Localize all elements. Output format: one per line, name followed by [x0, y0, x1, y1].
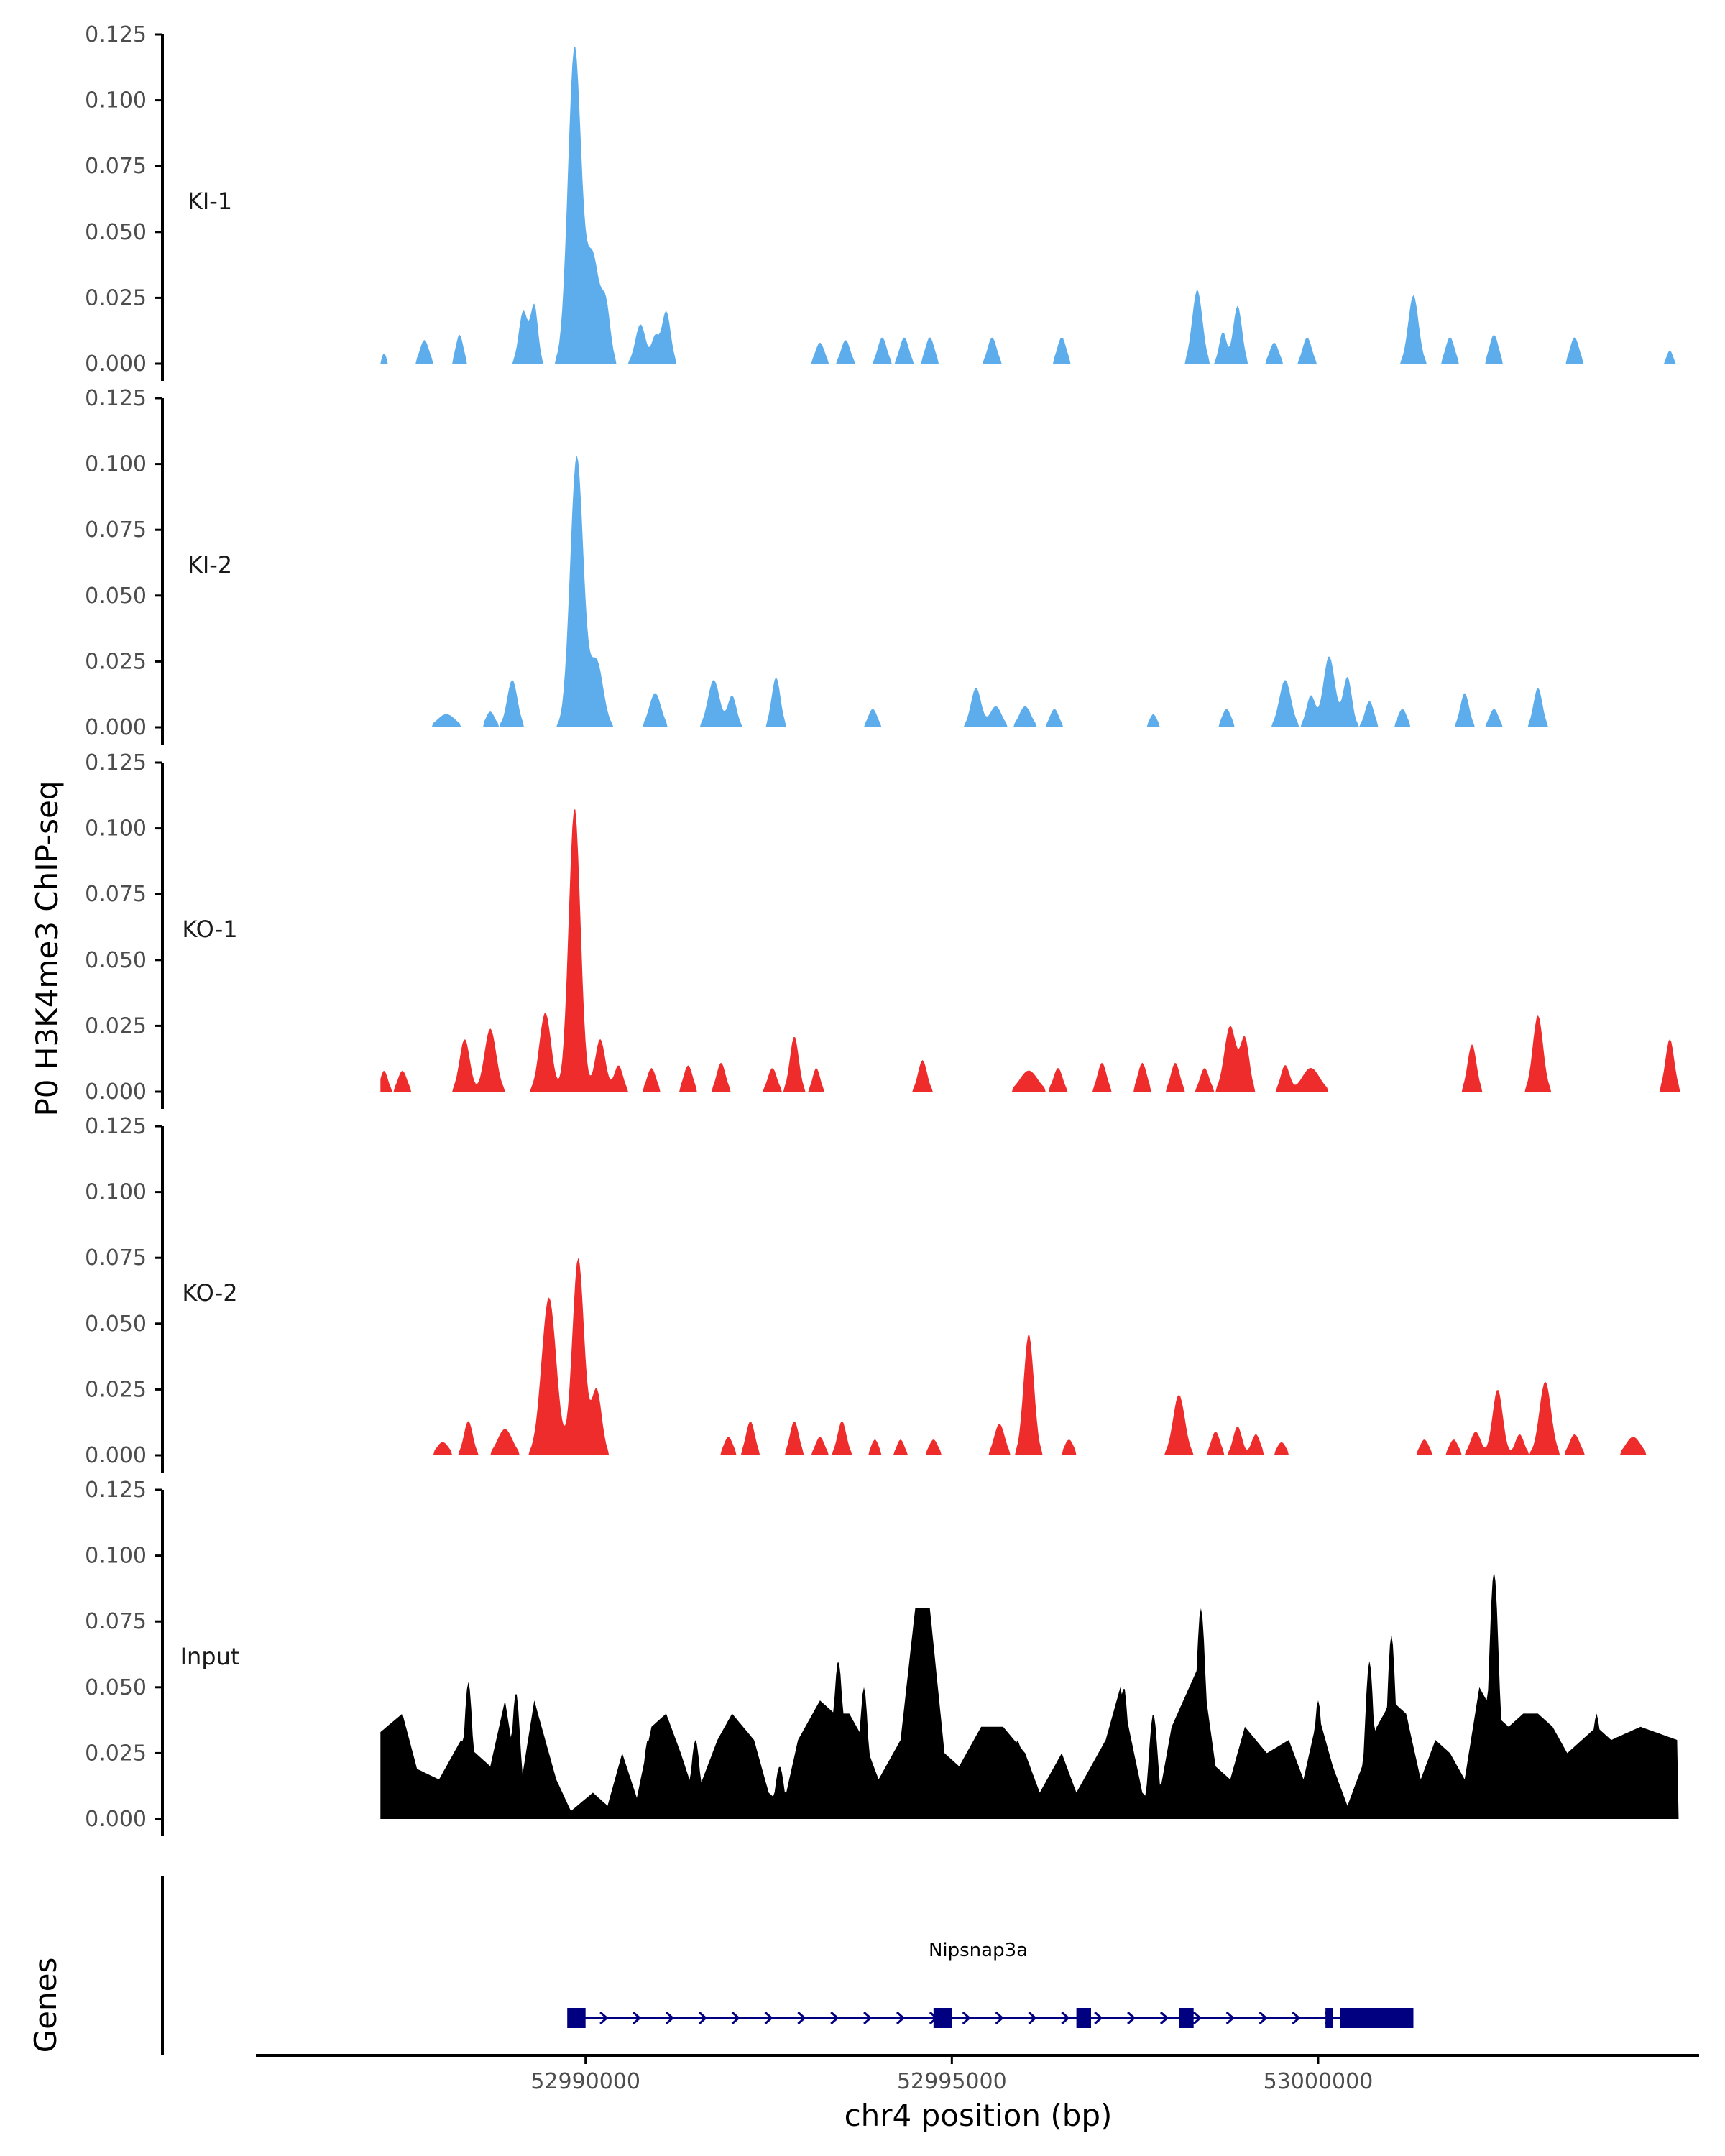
signal-area: [380, 46, 1681, 364]
y-tick-label: 0.050: [85, 584, 147, 609]
y-tick-label: 0.025: [85, 649, 147, 674]
y-tick-label: 0.025: [85, 1013, 147, 1038]
strand-arrow: [962, 2011, 971, 2025]
strand-arrow: [632, 2011, 642, 2025]
strand-arrow: [1292, 2011, 1301, 2025]
y-tick-label: 0.075: [85, 1245, 147, 1271]
signal-tracks: 0.0000.0250.0500.0750.1000.125KI-10.0000…: [85, 22, 1681, 1836]
y-tick-label: 0.025: [85, 285, 147, 310]
track-ko-2: 0.000 0.025 0.050 0.075 0.100 0.125 KO-2: [85, 1114, 1681, 1473]
strand-arrow: [599, 2011, 609, 2025]
y-tick-label: 0.075: [85, 517, 147, 543]
y-tick-label: 0.050: [85, 220, 147, 245]
y-tick-label: 0.125: [85, 22, 147, 47]
gene-exon: [1325, 2008, 1333, 2028]
y-tick-label: 0.000: [85, 351, 147, 377]
strand-arrow: [698, 2011, 708, 2025]
track-label: Input: [180, 1643, 240, 1670]
gene-panel: Nipsnap3a 52990000 52995000 53000000: [161, 1876, 1699, 2094]
strand-arrow: [896, 2011, 906, 2025]
track-ko-1: 0.000 0.025 0.050 0.075 0.100 0.125 KO-1: [85, 750, 1681, 1109]
signal-area: [424, 1258, 1681, 1455]
y-tick-label: 0.125: [85, 1114, 147, 1139]
y-tick-label: 0.025: [85, 1741, 147, 1766]
signal-area: [380, 809, 1681, 1092]
strand-arrow: [1192, 2011, 1202, 2025]
x-axis-title: chr4 position (bp): [845, 2098, 1113, 2133]
track-label: KI-2: [188, 551, 232, 579]
genes-axis-title: Genes: [28, 1958, 63, 2053]
strand-arrow: [1259, 2011, 1268, 2025]
y-tick-label: 0.000: [85, 1807, 147, 1832]
track-label: KO-1: [182, 916, 237, 943]
y-tick-label: 0.025: [85, 1377, 147, 1402]
strand-arrow: [665, 2011, 675, 2025]
y-tick-label: 0.050: [85, 948, 147, 973]
gene-name-label: Nipsnap3a: [929, 1940, 1028, 1961]
x-axis-ticks: 52990000 52995000 53000000: [530, 2055, 1373, 2094]
x-tick-label: 53000000: [1264, 2069, 1374, 2094]
track-ki-1: 0.000 0.025 0.050 0.075 0.100 0.125 KI-1: [85, 22, 1681, 381]
track-label: KO-2: [182, 1279, 237, 1307]
y-tick-label: 0.075: [85, 1609, 147, 1634]
strand-arrow: [797, 2011, 806, 2025]
strand-arrow: [1159, 2011, 1169, 2025]
y-tick-label: 0.100: [85, 816, 147, 842]
y-tick-label: 0.100: [85, 1180, 147, 1205]
y-tick-label: 0.125: [85, 750, 147, 775]
y-tick-label: 0.125: [85, 1478, 147, 1503]
track-label: KI-1: [188, 188, 232, 215]
y-tick-label: 0.100: [85, 452, 147, 477]
y-tick-label: 0.100: [85, 1544, 147, 1569]
track-ki-2: 0.000 0.025 0.050 0.075 0.100 0.125 KI-2: [85, 386, 1611, 745]
strand-arrow: [1094, 2011, 1103, 2025]
gene-exon: [567, 2008, 586, 2028]
strand-arrow: [863, 2011, 873, 2025]
y-tick-label: 0.050: [85, 1312, 147, 1337]
strand-arrow: [1127, 2011, 1136, 2025]
y-tick-label: 0.000: [85, 1079, 147, 1105]
y-tick-label: 0.075: [85, 154, 147, 179]
x-tick-label: 52995000: [897, 2069, 1007, 2094]
signal-area: [380, 1571, 1681, 1819]
y-tick-label: 0.000: [85, 1443, 147, 1468]
signal-area: [424, 455, 1611, 727]
strand-arrow: [1225, 2011, 1235, 2025]
y-tick-label: 0.100: [85, 88, 147, 114]
x-tick-label: 52990000: [530, 2069, 640, 2094]
strand-arrow: [1061, 2011, 1070, 2025]
y-tick-label: 0.075: [85, 882, 147, 907]
strand-arrow: [830, 2011, 840, 2025]
gene-exon: [933, 2008, 952, 2028]
strand-arrow: [731, 2011, 740, 2025]
track-input: 0.000 0.025 0.050 0.075 0.100 0.125 Input: [85, 1478, 1681, 1836]
strand-arrow: [764, 2011, 773, 2025]
y-tick-label: 0.125: [85, 386, 147, 411]
gene-exon: [1179, 2008, 1194, 2028]
y-tick-label: 0.050: [85, 1675, 147, 1700]
y-tick-label: 0.000: [85, 715, 147, 740]
strand-arrow: [995, 2011, 1004, 2025]
gene-track: [567, 2008, 1414, 2028]
y-axis-title: P0 H3K4me3 ChIP-seq: [29, 780, 65, 1116]
gene-exon: [1076, 2008, 1091, 2028]
gene-exon: [1340, 2008, 1414, 2028]
strand-arrow: [1028, 2011, 1037, 2025]
